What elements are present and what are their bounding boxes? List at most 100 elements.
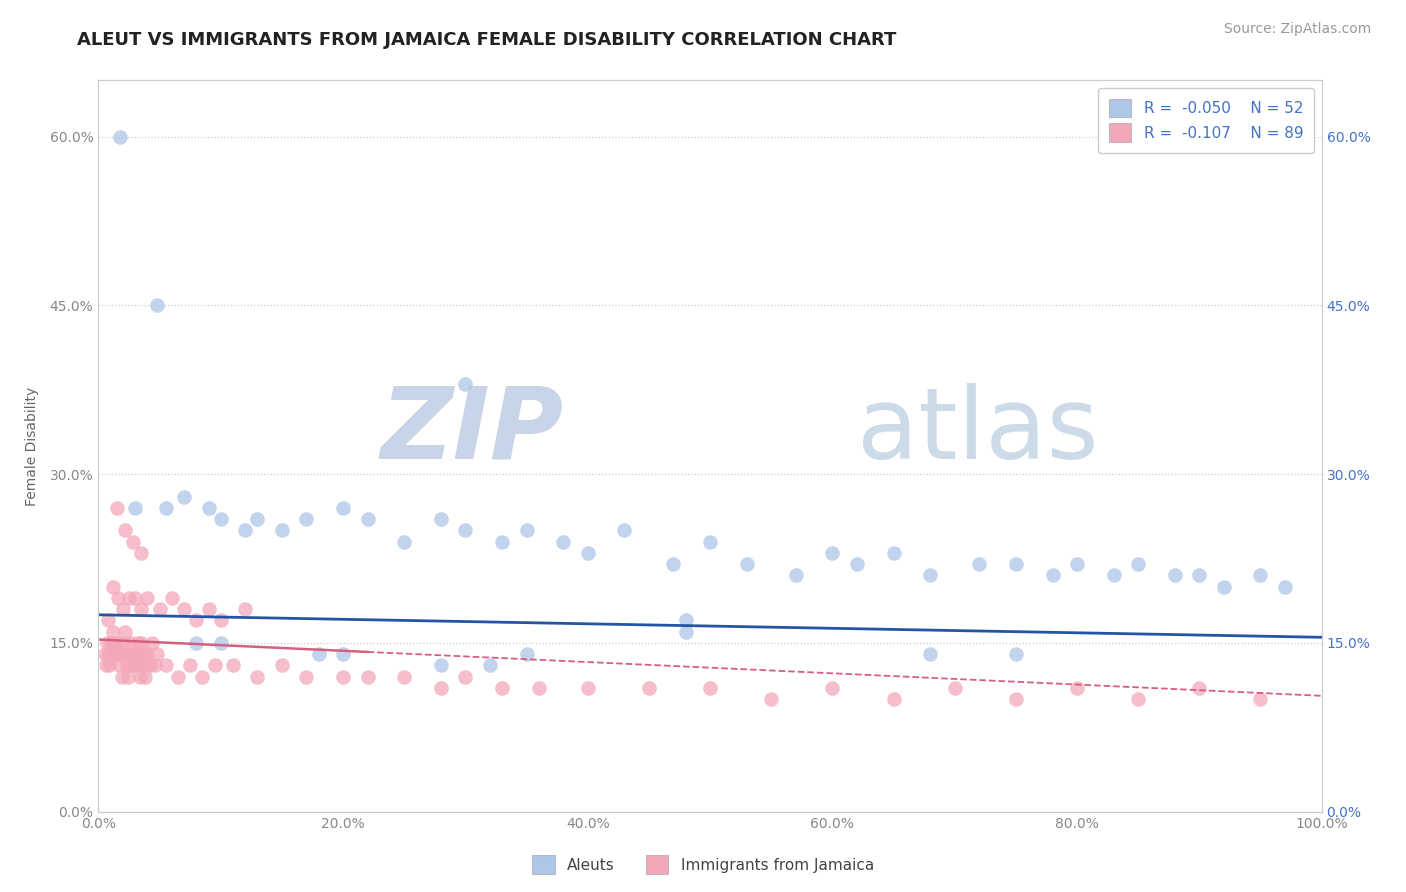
- Point: [173, 602, 195, 616]
- Point: [110, 647, 132, 661]
- Point: [97, 647, 120, 661]
- Point: [112, 647, 135, 661]
- Point: [121, 534, 143, 549]
- Point: [209, 636, 232, 650]
- Point: [197, 500, 219, 515]
- Point: [131, 658, 153, 673]
- Point: [515, 647, 537, 661]
- Point: [94, 658, 117, 673]
- Point: [179, 658, 201, 673]
- Point: [134, 670, 156, 684]
- Point: [576, 546, 599, 560]
- Legend: Aleuts, Immigrants from Jamaica: Aleuts, Immigrants from Jamaica: [526, 849, 880, 880]
- Point: [136, 647, 159, 661]
- Point: [785, 568, 807, 582]
- Point: [699, 534, 721, 549]
- Point: [125, 658, 148, 673]
- Point: [122, 658, 145, 673]
- Point: [186, 614, 208, 628]
- Point: [491, 681, 513, 695]
- Point: [920, 647, 942, 661]
- Point: [110, 129, 132, 144]
- Point: [233, 524, 256, 538]
- Point: [117, 670, 139, 684]
- Point: [101, 647, 124, 661]
- Point: [356, 670, 378, 684]
- Point: [613, 524, 636, 538]
- Point: [107, 647, 129, 661]
- Point: [129, 636, 152, 650]
- Point: [1249, 692, 1271, 706]
- Point: [1004, 557, 1026, 571]
- Point: [191, 670, 214, 684]
- Point: [160, 591, 183, 605]
- Point: [392, 670, 416, 684]
- Point: [124, 591, 146, 605]
- Point: [675, 614, 697, 628]
- Point: [246, 512, 269, 526]
- Point: [149, 602, 172, 616]
- Point: [491, 534, 513, 549]
- Point: [1249, 568, 1271, 582]
- Point: [699, 681, 721, 695]
- Point: [107, 591, 129, 605]
- Point: [478, 658, 501, 673]
- Point: [115, 658, 138, 673]
- Point: [430, 658, 453, 673]
- Point: [143, 658, 166, 673]
- Point: [430, 512, 453, 526]
- Point: [1042, 568, 1064, 582]
- Point: [845, 557, 868, 571]
- Point: [233, 602, 256, 616]
- Point: [146, 298, 169, 312]
- Point: [118, 591, 141, 605]
- Point: [527, 681, 550, 695]
- Text: atlas: atlas: [856, 383, 1098, 480]
- Point: [129, 546, 152, 560]
- Point: [943, 681, 966, 695]
- Point: [120, 658, 142, 673]
- Point: [295, 512, 318, 526]
- Text: ZIP: ZIP: [380, 383, 564, 480]
- Point: [821, 546, 844, 560]
- Point: [101, 624, 124, 639]
- Point: [105, 636, 128, 650]
- Point: [270, 524, 294, 538]
- Text: Source: ZipAtlas.com: Source: ZipAtlas.com: [1223, 22, 1371, 37]
- Point: [118, 647, 141, 661]
- Point: [1004, 647, 1026, 661]
- Point: [430, 681, 453, 695]
- Point: [167, 670, 190, 684]
- Point: [114, 624, 136, 639]
- Point: [186, 636, 208, 650]
- Point: [105, 500, 128, 515]
- Point: [128, 647, 150, 661]
- Point: [270, 658, 294, 673]
- Point: [173, 490, 195, 504]
- Point: [121, 647, 143, 661]
- Point: [332, 500, 354, 515]
- Point: [111, 670, 134, 684]
- Point: [1188, 568, 1211, 582]
- Point: [129, 670, 152, 684]
- Point: [209, 512, 232, 526]
- Point: [132, 647, 155, 661]
- Point: [97, 614, 120, 628]
- Point: [141, 636, 163, 650]
- Point: [735, 557, 758, 571]
- Point: [1066, 681, 1088, 695]
- Point: [1066, 557, 1088, 571]
- Point: [576, 681, 599, 695]
- Point: [295, 670, 318, 684]
- Point: [103, 636, 125, 650]
- Point: [761, 692, 783, 706]
- Point: [146, 647, 169, 661]
- Point: [821, 681, 844, 695]
- Point: [127, 636, 149, 650]
- Point: [332, 670, 354, 684]
- Point: [308, 647, 330, 661]
- Point: [515, 524, 537, 538]
- Point: [101, 580, 124, 594]
- Point: [454, 524, 477, 538]
- Point: [1128, 692, 1150, 706]
